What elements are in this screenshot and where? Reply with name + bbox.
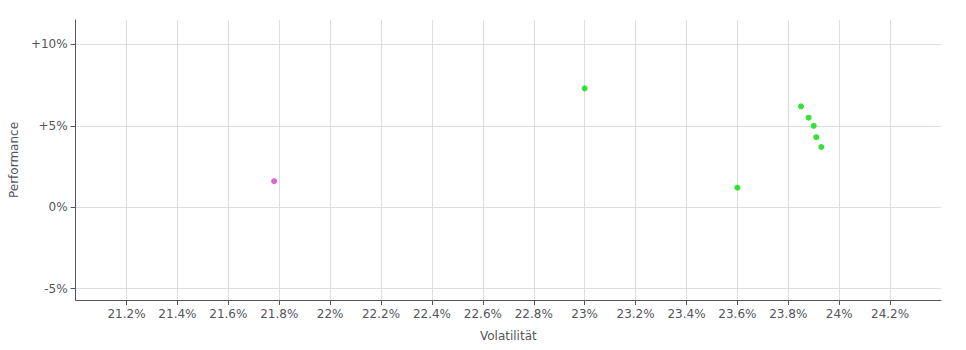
svg-text:-5%: -5% (44, 282, 67, 296)
svg-text:22.2%: 22.2% (362, 307, 400, 321)
svg-text:22.8%: 22.8% (515, 307, 553, 321)
svg-text:Volatilität: Volatilität (480, 329, 537, 343)
svg-text:24%: 24% (826, 307, 853, 321)
svg-text:23.6%: 23.6% (718, 307, 756, 321)
svg-text:21.2%: 21.2% (107, 307, 145, 321)
svg-text:23.2%: 23.2% (617, 307, 655, 321)
svg-text:Performance: Performance (7, 122, 21, 198)
svg-text:24.2%: 24.2% (871, 307, 909, 321)
svg-text:23%: 23% (571, 307, 598, 321)
svg-text:0%: 0% (49, 200, 68, 214)
svg-text:21.6%: 21.6% (209, 307, 247, 321)
svg-text:22%: 22% (317, 307, 344, 321)
svg-text:+10%: +10% (31, 37, 68, 51)
svg-text:22.4%: 22.4% (413, 307, 451, 321)
svg-text:21.8%: 21.8% (260, 307, 298, 321)
svg-text:23.8%: 23.8% (769, 307, 807, 321)
svg-text:+5%: +5% (39, 119, 68, 133)
svg-text:23.4%: 23.4% (667, 307, 705, 321)
svg-text:22.6%: 22.6% (464, 307, 502, 321)
svg-text:21.4%: 21.4% (158, 307, 196, 321)
